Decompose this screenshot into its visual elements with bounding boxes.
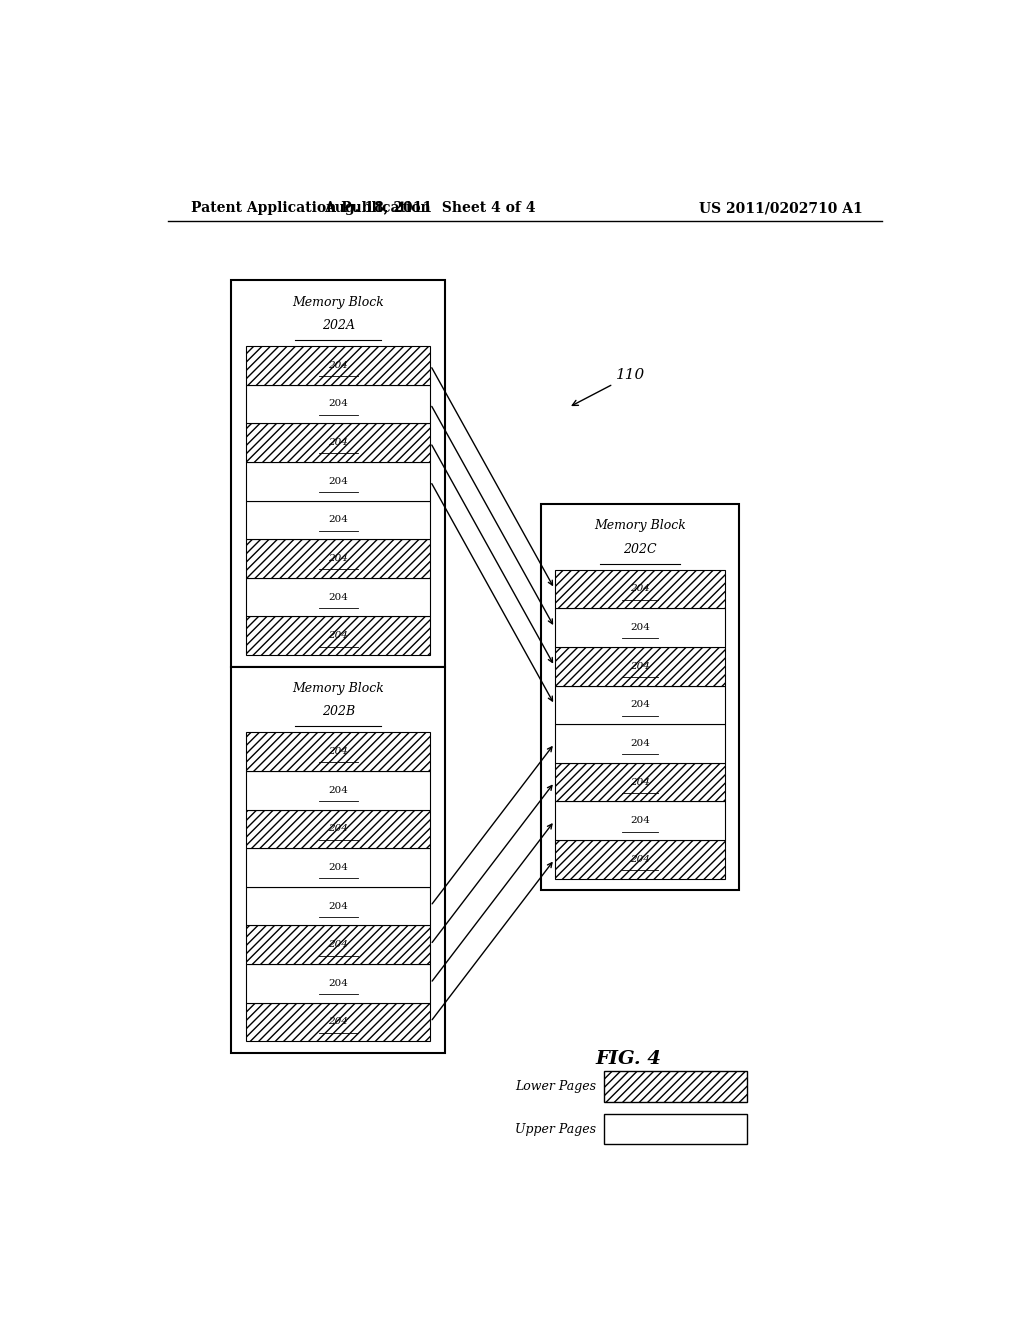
Text: 204: 204 xyxy=(630,701,650,709)
Bar xyxy=(541,504,739,890)
Bar xyxy=(555,725,725,763)
Bar xyxy=(246,964,430,1003)
Text: Lower Pages: Lower Pages xyxy=(515,1080,596,1093)
Text: FIG. 4: FIG. 4 xyxy=(595,1051,660,1068)
Text: 202A: 202A xyxy=(322,319,354,333)
Text: Aug. 18, 2011  Sheet 4 of 4: Aug. 18, 2011 Sheet 4 of 4 xyxy=(324,201,536,215)
Text: US 2011/0202710 A1: US 2011/0202710 A1 xyxy=(699,201,863,215)
Text: Upper Pages: Upper Pages xyxy=(515,1122,596,1135)
Bar xyxy=(231,280,445,667)
Text: 204: 204 xyxy=(329,785,348,795)
Text: 204: 204 xyxy=(630,739,650,748)
Bar xyxy=(555,609,725,647)
Bar xyxy=(246,925,430,964)
Text: 204: 204 xyxy=(329,747,348,756)
Bar xyxy=(246,462,430,500)
Text: 204: 204 xyxy=(329,360,348,370)
Text: Memory Block: Memory Block xyxy=(293,296,384,309)
Text: 202C: 202C xyxy=(623,543,656,556)
Bar xyxy=(246,500,430,539)
Bar xyxy=(555,685,725,725)
Text: 204: 204 xyxy=(329,477,348,486)
Text: 204: 204 xyxy=(329,631,348,640)
Bar xyxy=(246,384,430,424)
Bar xyxy=(246,424,430,462)
Bar xyxy=(604,1071,748,1102)
Text: 204: 204 xyxy=(329,902,348,911)
Text: 204: 204 xyxy=(329,593,348,602)
Bar xyxy=(555,647,725,685)
Bar xyxy=(246,771,430,809)
Text: Patent Application Publication: Patent Application Publication xyxy=(191,201,431,215)
Text: 204: 204 xyxy=(329,554,348,562)
Text: 204: 204 xyxy=(630,855,650,863)
Bar xyxy=(231,667,445,1053)
Bar xyxy=(246,887,430,925)
Bar xyxy=(246,539,430,578)
Text: 204: 204 xyxy=(329,940,348,949)
Bar xyxy=(246,616,430,655)
Text: 204: 204 xyxy=(630,777,650,787)
Bar xyxy=(246,849,430,887)
Text: 204: 204 xyxy=(329,863,348,873)
Bar xyxy=(555,570,725,609)
Bar xyxy=(246,1003,430,1041)
Text: 204: 204 xyxy=(329,438,348,447)
Text: Memory Block: Memory Block xyxy=(293,682,384,696)
Bar xyxy=(555,763,725,801)
Text: 204: 204 xyxy=(329,515,348,524)
Text: 204: 204 xyxy=(630,816,650,825)
Text: 204: 204 xyxy=(329,1018,348,1027)
Text: 204: 204 xyxy=(329,400,348,408)
Bar xyxy=(604,1114,748,1144)
Bar xyxy=(246,809,430,849)
Text: 204: 204 xyxy=(329,824,348,833)
Text: 110: 110 xyxy=(572,368,645,405)
Text: 204: 204 xyxy=(329,979,348,987)
Bar xyxy=(246,733,430,771)
Text: Memory Block: Memory Block xyxy=(594,520,686,532)
Text: 204: 204 xyxy=(630,623,650,632)
Bar xyxy=(246,578,430,616)
Text: 204: 204 xyxy=(630,585,650,594)
Bar xyxy=(555,840,725,879)
Text: 204: 204 xyxy=(630,661,650,671)
Bar xyxy=(246,346,430,384)
Text: 202B: 202B xyxy=(322,705,355,718)
Bar xyxy=(555,801,725,840)
